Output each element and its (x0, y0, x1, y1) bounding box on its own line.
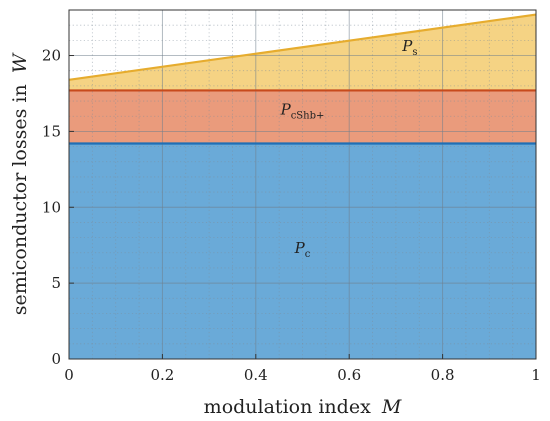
y-axis-title: semiconductor losses in W (9, 52, 31, 315)
y-axis-title-symbol: W (9, 52, 31, 73)
area-labels: Pc PcShb+ Ps (280, 37, 418, 260)
x-tick-label: 1 (531, 366, 541, 384)
y-tick-label: 10 (42, 198, 61, 216)
x-tick-label: 0.8 (431, 366, 455, 384)
series-line-s (69, 13, 536, 81)
area-P-s (69, 14, 536, 91)
x-tick-label: 0.6 (337, 366, 361, 384)
grid-lines (68, 9, 537, 360)
area-label-c: Pc (294, 239, 311, 260)
area-boundaries (69, 13, 536, 145)
x-tick-label: 0.2 (150, 366, 174, 384)
y-tick-label: 20 (42, 47, 61, 65)
y-axis-ticks: 0 5 10 15 20 (42, 47, 74, 368)
plot-frame (68, 9, 537, 360)
y-tick-label: 15 (42, 122, 61, 140)
x-tick-label: 0.4 (244, 366, 268, 384)
area-label-cShb: PcShb+ (280, 101, 325, 122)
x-tick-label: 0 (64, 366, 74, 384)
x-axis-ticks: 0 0.2 0.4 0.6 0.8 1 (64, 354, 541, 384)
x-axis-title-symbol: M (381, 396, 402, 418)
y-tick-label: 0 (51, 350, 61, 368)
area-label-s: Ps (401, 37, 417, 58)
x-axis-title: modulation index M (204, 396, 402, 418)
y-axis-title-text: semiconductor losses in (9, 84, 31, 315)
x-axis-title-text: modulation index (204, 396, 371, 418)
y-tick-label: 5 (51, 274, 61, 292)
